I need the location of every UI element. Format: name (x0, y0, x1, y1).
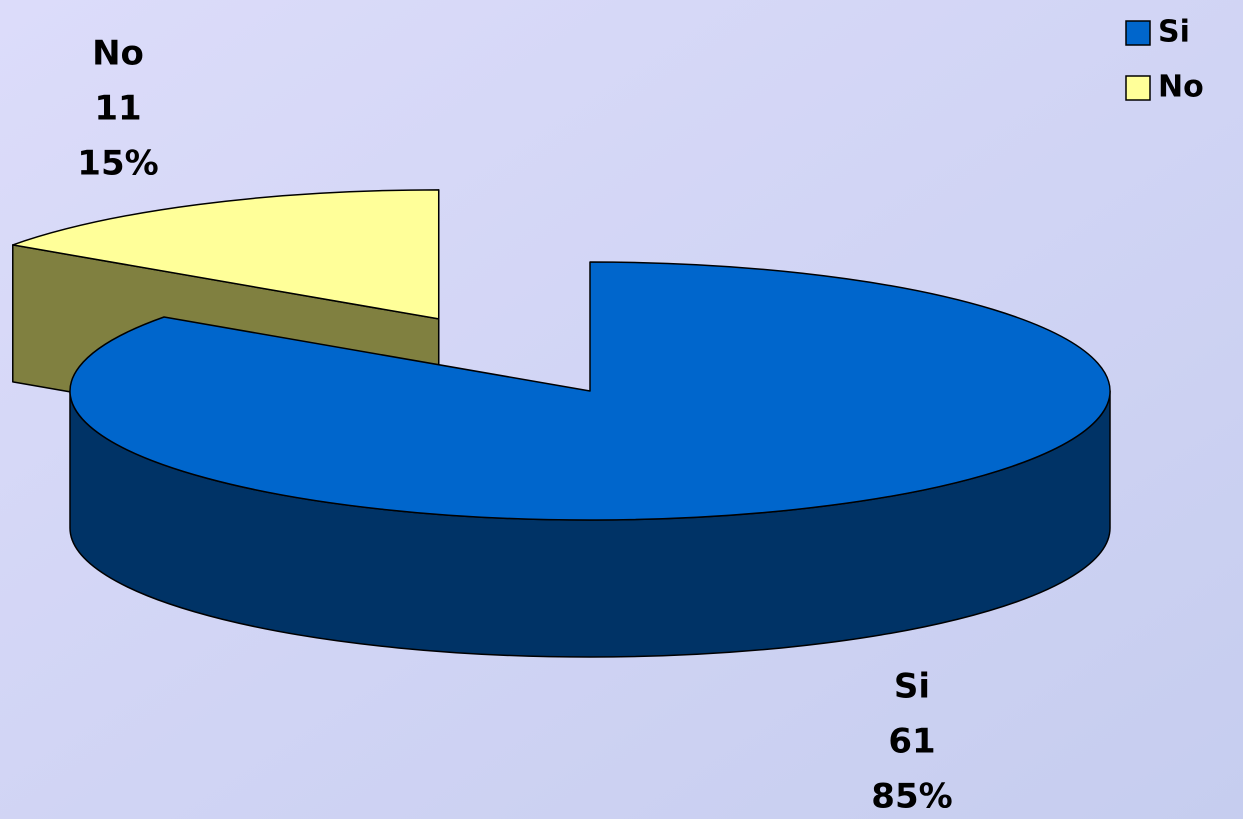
legend-label: No (1158, 70, 1204, 105)
slice-value: 11 (94, 89, 141, 129)
legend-swatch (1125, 20, 1151, 46)
slice (69, 261, 1111, 521)
slice (12, 189, 440, 320)
slice-value: 61 (888, 722, 935, 762)
legend-swatch (1125, 75, 1151, 101)
slice-label: No (92, 34, 144, 74)
slice-percent: 85% (871, 777, 952, 817)
legend-label: Si (1158, 15, 1190, 50)
slice-label: Si (894, 667, 930, 707)
slice-percent: 15% (77, 144, 158, 184)
